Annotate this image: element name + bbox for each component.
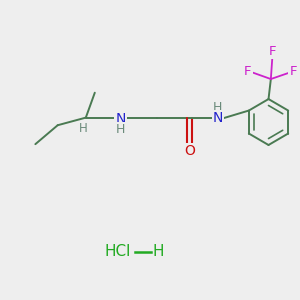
Text: H: H: [116, 124, 125, 136]
Text: O: O: [184, 144, 195, 158]
Text: H: H: [79, 122, 87, 135]
Text: H: H: [152, 244, 164, 259]
Text: N: N: [116, 112, 126, 126]
Text: F: F: [244, 65, 251, 78]
Text: N: N: [213, 111, 223, 125]
Text: HCl: HCl: [105, 244, 131, 259]
Text: F: F: [290, 65, 297, 78]
Text: F: F: [269, 45, 276, 58]
Text: H: H: [213, 101, 223, 114]
